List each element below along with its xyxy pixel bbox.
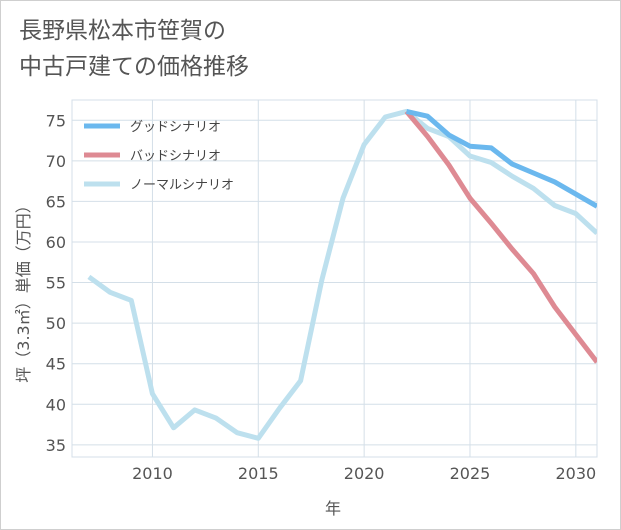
y-axis-title: 坪（3.3㎡）単価（万円） xyxy=(14,197,33,382)
y-tick-label: 40 xyxy=(46,395,66,414)
legend-label-good: グッドシナリオ xyxy=(130,120,221,135)
x-tick-label: 2025 xyxy=(450,464,491,483)
tick-labels: 2010 2015 2020 2025 2030 35 40 45 50 55 60 65 70 75 xyxy=(46,111,597,483)
y-tick-label: 75 xyxy=(46,111,66,130)
y-tick-label: 65 xyxy=(46,192,66,211)
x-axis-title: 年 xyxy=(325,499,341,518)
x-tick-label: 2015 xyxy=(238,464,279,483)
series-line-normal xyxy=(87,108,597,441)
y-tick-label: 55 xyxy=(46,274,66,293)
series-line-bad xyxy=(404,109,597,364)
x-tick-label: 2030 xyxy=(555,464,596,483)
chart-title: 長野県松本市笹賀の 中古戸建ての価格推移 xyxy=(19,18,249,80)
plot-area xyxy=(71,99,598,458)
legend-label-normal: ノーマルシナリオ xyxy=(130,178,234,193)
y-tick-label: 45 xyxy=(46,355,66,374)
y-tick-label: 35 xyxy=(46,436,66,455)
legend-label-bad: バッドシナリオ xyxy=(130,149,221,164)
x-tick-label: 2020 xyxy=(344,464,385,483)
y-tick-label: 70 xyxy=(46,152,66,171)
x-tick-label: 2010 xyxy=(132,464,173,483)
y-tick-label: 60 xyxy=(46,233,66,252)
series-lines xyxy=(87,108,597,441)
y-tick-label: 50 xyxy=(46,314,66,333)
series-line-good xyxy=(405,108,597,209)
